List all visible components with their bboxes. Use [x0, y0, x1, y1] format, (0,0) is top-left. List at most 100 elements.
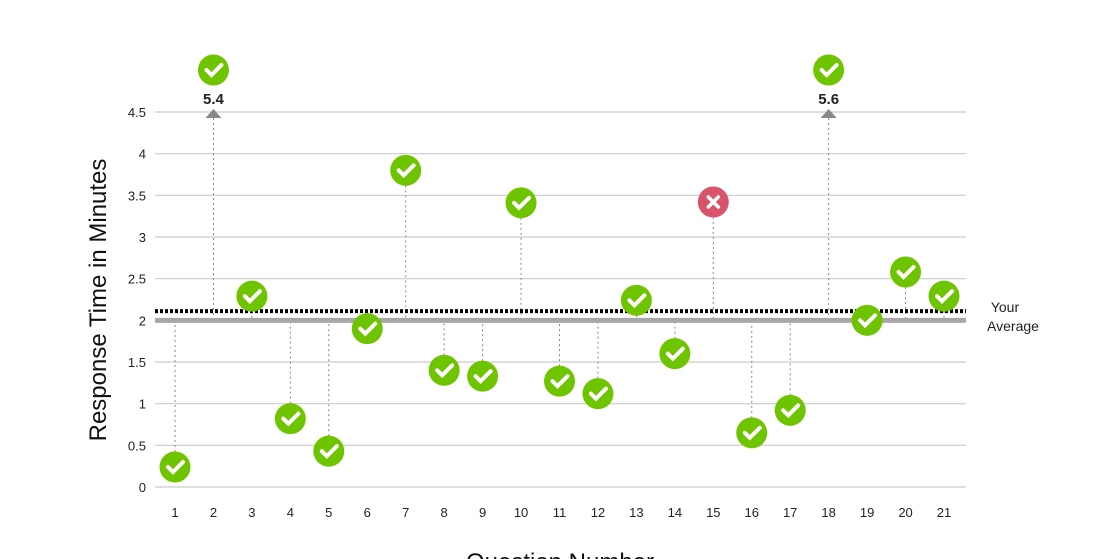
- x-tick-label: 7: [402, 505, 409, 520]
- correct-point: [851, 304, 883, 336]
- correct-point: [659, 338, 691, 370]
- x-tick-label: 8: [441, 505, 448, 520]
- point-marker: [505, 187, 537, 219]
- off-scale-arrow: [205, 109, 222, 118]
- x-icon: [706, 195, 721, 209]
- point-marker: [351, 313, 383, 345]
- y-tick-label: 2.5: [128, 272, 146, 287]
- point-marker: [197, 54, 229, 86]
- point-marker: [736, 417, 768, 449]
- check-icon: [319, 444, 339, 459]
- x-tick-label: 12: [591, 505, 605, 520]
- x-tick-label: 18: [821, 505, 835, 520]
- check-icon: [896, 265, 916, 280]
- point-marker: [582, 378, 614, 410]
- check-icon: [627, 293, 647, 309]
- correct-point: [159, 451, 191, 483]
- x-tick-label: 5: [325, 505, 332, 520]
- correct-point: [890, 256, 922, 288]
- correct-point: [390, 154, 422, 186]
- y-tick-label: 1.5: [128, 355, 146, 370]
- correct-point: [582, 378, 614, 410]
- check-icon: [935, 289, 954, 304]
- check-icon: [588, 386, 608, 402]
- point-marker: [236, 280, 268, 312]
- point-marker: [659, 338, 691, 370]
- y-tick-label: 3.5: [128, 188, 146, 203]
- check-icon: [281, 411, 301, 427]
- x-tick-label: 9: [479, 505, 486, 520]
- correct-point: [505, 187, 537, 219]
- average-label-line2: Average: [987, 318, 1039, 334]
- correct-point: [774, 394, 806, 426]
- correct-point: [313, 435, 345, 467]
- x-tick-label: 2: [210, 505, 217, 520]
- point-marker: [851, 304, 883, 336]
- y-tick-label: 4: [139, 147, 146, 162]
- off-scale-arrow: [820, 109, 837, 118]
- point-marker: [428, 354, 460, 386]
- check-icon: [781, 403, 801, 419]
- x-tick-label: 17: [783, 505, 797, 520]
- x-axis-label: Question Number: [466, 549, 654, 559]
- x-tick-label: 20: [898, 505, 912, 520]
- correct-point: [620, 284, 652, 316]
- point-marker: [390, 154, 422, 186]
- y-tick-label: 4.5: [128, 105, 146, 120]
- y-tick-label: 1: [139, 397, 146, 412]
- point-marker: [467, 360, 499, 392]
- correct-point: [428, 354, 460, 386]
- x-tick-label: 19: [860, 505, 874, 520]
- correct-point: [274, 403, 306, 435]
- y-tick-label: 2: [139, 313, 146, 328]
- check-icon: [550, 374, 570, 389]
- x-tick-label: 10: [514, 505, 528, 520]
- x-tick-label: 3: [248, 505, 255, 520]
- check-icon: [435, 363, 455, 379]
- correct-point: [813, 54, 845, 86]
- x-tick-label: 6: [364, 505, 371, 520]
- y-tick-label: 0.5: [128, 438, 146, 453]
- off-scale-value: 5.4: [203, 91, 225, 108]
- point-marker: [159, 451, 191, 483]
- x-tick-label: 14: [668, 505, 682, 520]
- check-icon: [742, 425, 762, 441]
- check-icon: [242, 289, 262, 304]
- x-tick-label: 15: [706, 505, 720, 520]
- off-scale-value: 5.6: [818, 91, 839, 108]
- point-marker: [928, 280, 960, 312]
- check-icon: [166, 460, 185, 475]
- point-marker: [890, 256, 922, 288]
- correct-point: [351, 313, 383, 345]
- y-tick-label: 0: [139, 480, 146, 495]
- check-icon: [358, 321, 378, 337]
- x-tick-label: 16: [745, 505, 759, 520]
- correct-point: [236, 280, 268, 312]
- correct-point: [467, 360, 499, 392]
- x-tick-label: 11: [553, 505, 567, 520]
- correct-point: [544, 365, 575, 397]
- point-marker: [274, 403, 306, 435]
- x-tick-label: 13: [629, 505, 643, 520]
- point-marker: [620, 284, 652, 316]
- x-tick-label: 1: [171, 505, 178, 520]
- correct-point: [197, 54, 229, 86]
- point-marker: [313, 435, 345, 467]
- y-tick-label: 3: [139, 230, 146, 245]
- x-tick-label: 4: [287, 505, 294, 520]
- correct-point: [928, 280, 960, 312]
- check-icon: [858, 313, 878, 329]
- check-icon: [819, 63, 839, 78]
- x-tick-label: 21: [937, 505, 951, 520]
- point-marker: [544, 365, 575, 397]
- correct-point: [736, 417, 768, 449]
- check-icon: [396, 163, 416, 179]
- check-icon: [473, 369, 493, 384]
- check-icon: [204, 63, 224, 78]
- check-icon: [512, 195, 532, 211]
- incorrect-point: [697, 186, 729, 218]
- check-icon: [665, 346, 685, 362]
- point-marker: [774, 394, 806, 426]
- point-marker: [813, 54, 845, 86]
